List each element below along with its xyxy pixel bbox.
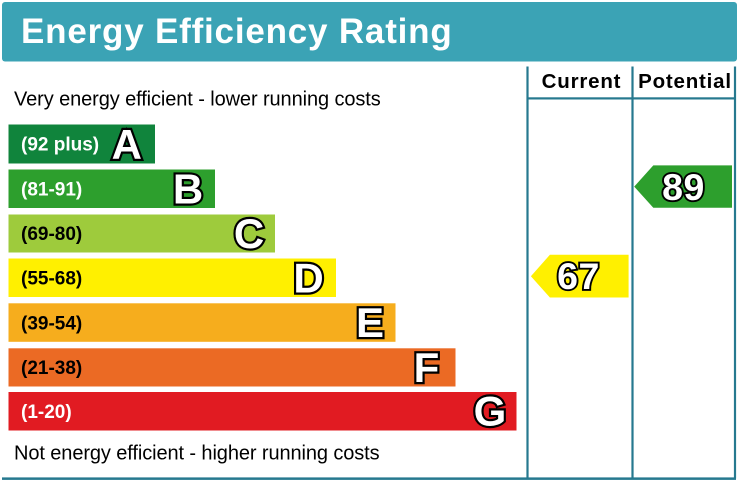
svg-text:E: E (356, 299, 384, 346)
svg-text:(55-68): (55-68) (21, 269, 82, 290)
svg-text:A: A (112, 121, 142, 168)
svg-text:(92 plus): (92 plus) (21, 135, 99, 156)
svg-text:Very energy efficient - lower: Very energy efficient - lower running co… (14, 88, 381, 110)
svg-text:(39-54): (39-54) (21, 313, 82, 334)
svg-text:Potential: Potential (638, 70, 732, 93)
svg-text:C: C (234, 210, 264, 257)
svg-text:F: F (414, 344, 440, 391)
svg-text:89: 89 (662, 166, 705, 208)
svg-text:Current: Current (542, 70, 622, 93)
svg-text:67: 67 (557, 255, 600, 297)
svg-text:Energy Efficiency Rating: Energy Efficiency Rating (21, 12, 453, 51)
svg-text:(69-80): (69-80) (21, 224, 82, 245)
svg-text:G: G (474, 388, 507, 435)
svg-text:D: D (293, 255, 323, 302)
svg-text:(21-38): (21-38) (21, 358, 82, 379)
svg-text:(1-20): (1-20) (21, 402, 72, 423)
svg-text:B: B (173, 166, 203, 213)
svg-text:Not energy efficient - higher: Not energy efficient - higher running co… (14, 443, 380, 465)
svg-text:(81-91): (81-91) (21, 180, 82, 201)
